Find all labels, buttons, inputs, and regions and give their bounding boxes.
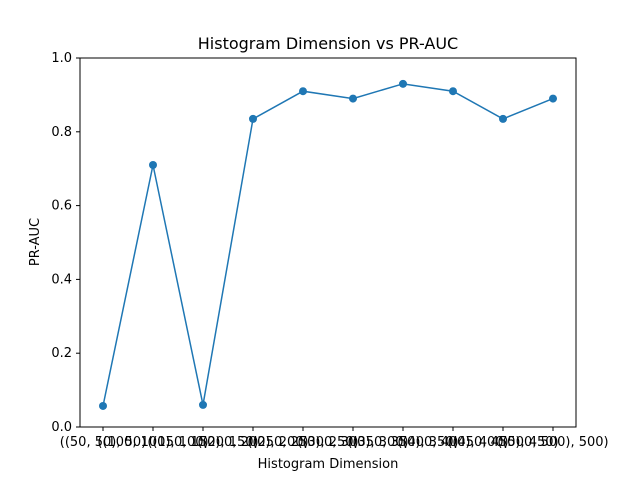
x-tick-label: ((100, 100), 100)	[97, 435, 208, 450]
series-line	[102, 83, 554, 407]
x-tick-label: ((50, 50), 50)	[60, 435, 146, 450]
plot-frame	[79, 57, 577, 428]
y-tick-label: 0.4	[51, 272, 72, 287]
data-point	[199, 400, 207, 409]
y-tick-label: 0.8	[51, 125, 72, 140]
data-point	[499, 114, 507, 123]
x-axis-label: Histogram Dimension	[258, 457, 399, 472]
data-point	[299, 87, 307, 96]
data-point	[549, 94, 557, 103]
x-axis: ((50, 50), 50)((100, 100), 100)((150, 15…	[60, 427, 609, 450]
data-point	[149, 161, 157, 170]
chart-title: Histogram Dimension vs PR-AUC	[198, 34, 458, 53]
x-tick-label: ((300, 300), 300)	[297, 435, 408, 450]
x-tick-label: ((250, 250), 250)	[247, 435, 358, 450]
y-tick-label: 1.0	[51, 51, 72, 66]
data-point	[99, 401, 107, 410]
y-axis-label: PR-AUC	[28, 218, 43, 266]
data-point	[399, 79, 407, 88]
x-tick-label: ((350, 350), 350)	[347, 435, 458, 450]
data-point	[449, 87, 457, 96]
y-tick-label: 0.6	[51, 199, 72, 214]
y-axis: 0.0 0.2 0.4 0.6 0.8 1.0	[51, 51, 80, 435]
data-point	[249, 114, 257, 123]
series-layer	[99, 79, 557, 410]
x-tick-label: ((150, 150), 150)	[147, 435, 258, 450]
x-tick-label: ((400, 400), 400)	[397, 435, 508, 450]
x-tick-label: ((200, 200), 200)	[197, 435, 308, 450]
y-tick-label: 0.2	[51, 346, 72, 361]
x-tick-label: ((450, 450), 450)	[447, 435, 558, 450]
x-tick-label: ((500, 500), 500)	[497, 435, 608, 450]
y-tick-label: 0.0	[51, 420, 72, 435]
data-point	[349, 94, 357, 103]
